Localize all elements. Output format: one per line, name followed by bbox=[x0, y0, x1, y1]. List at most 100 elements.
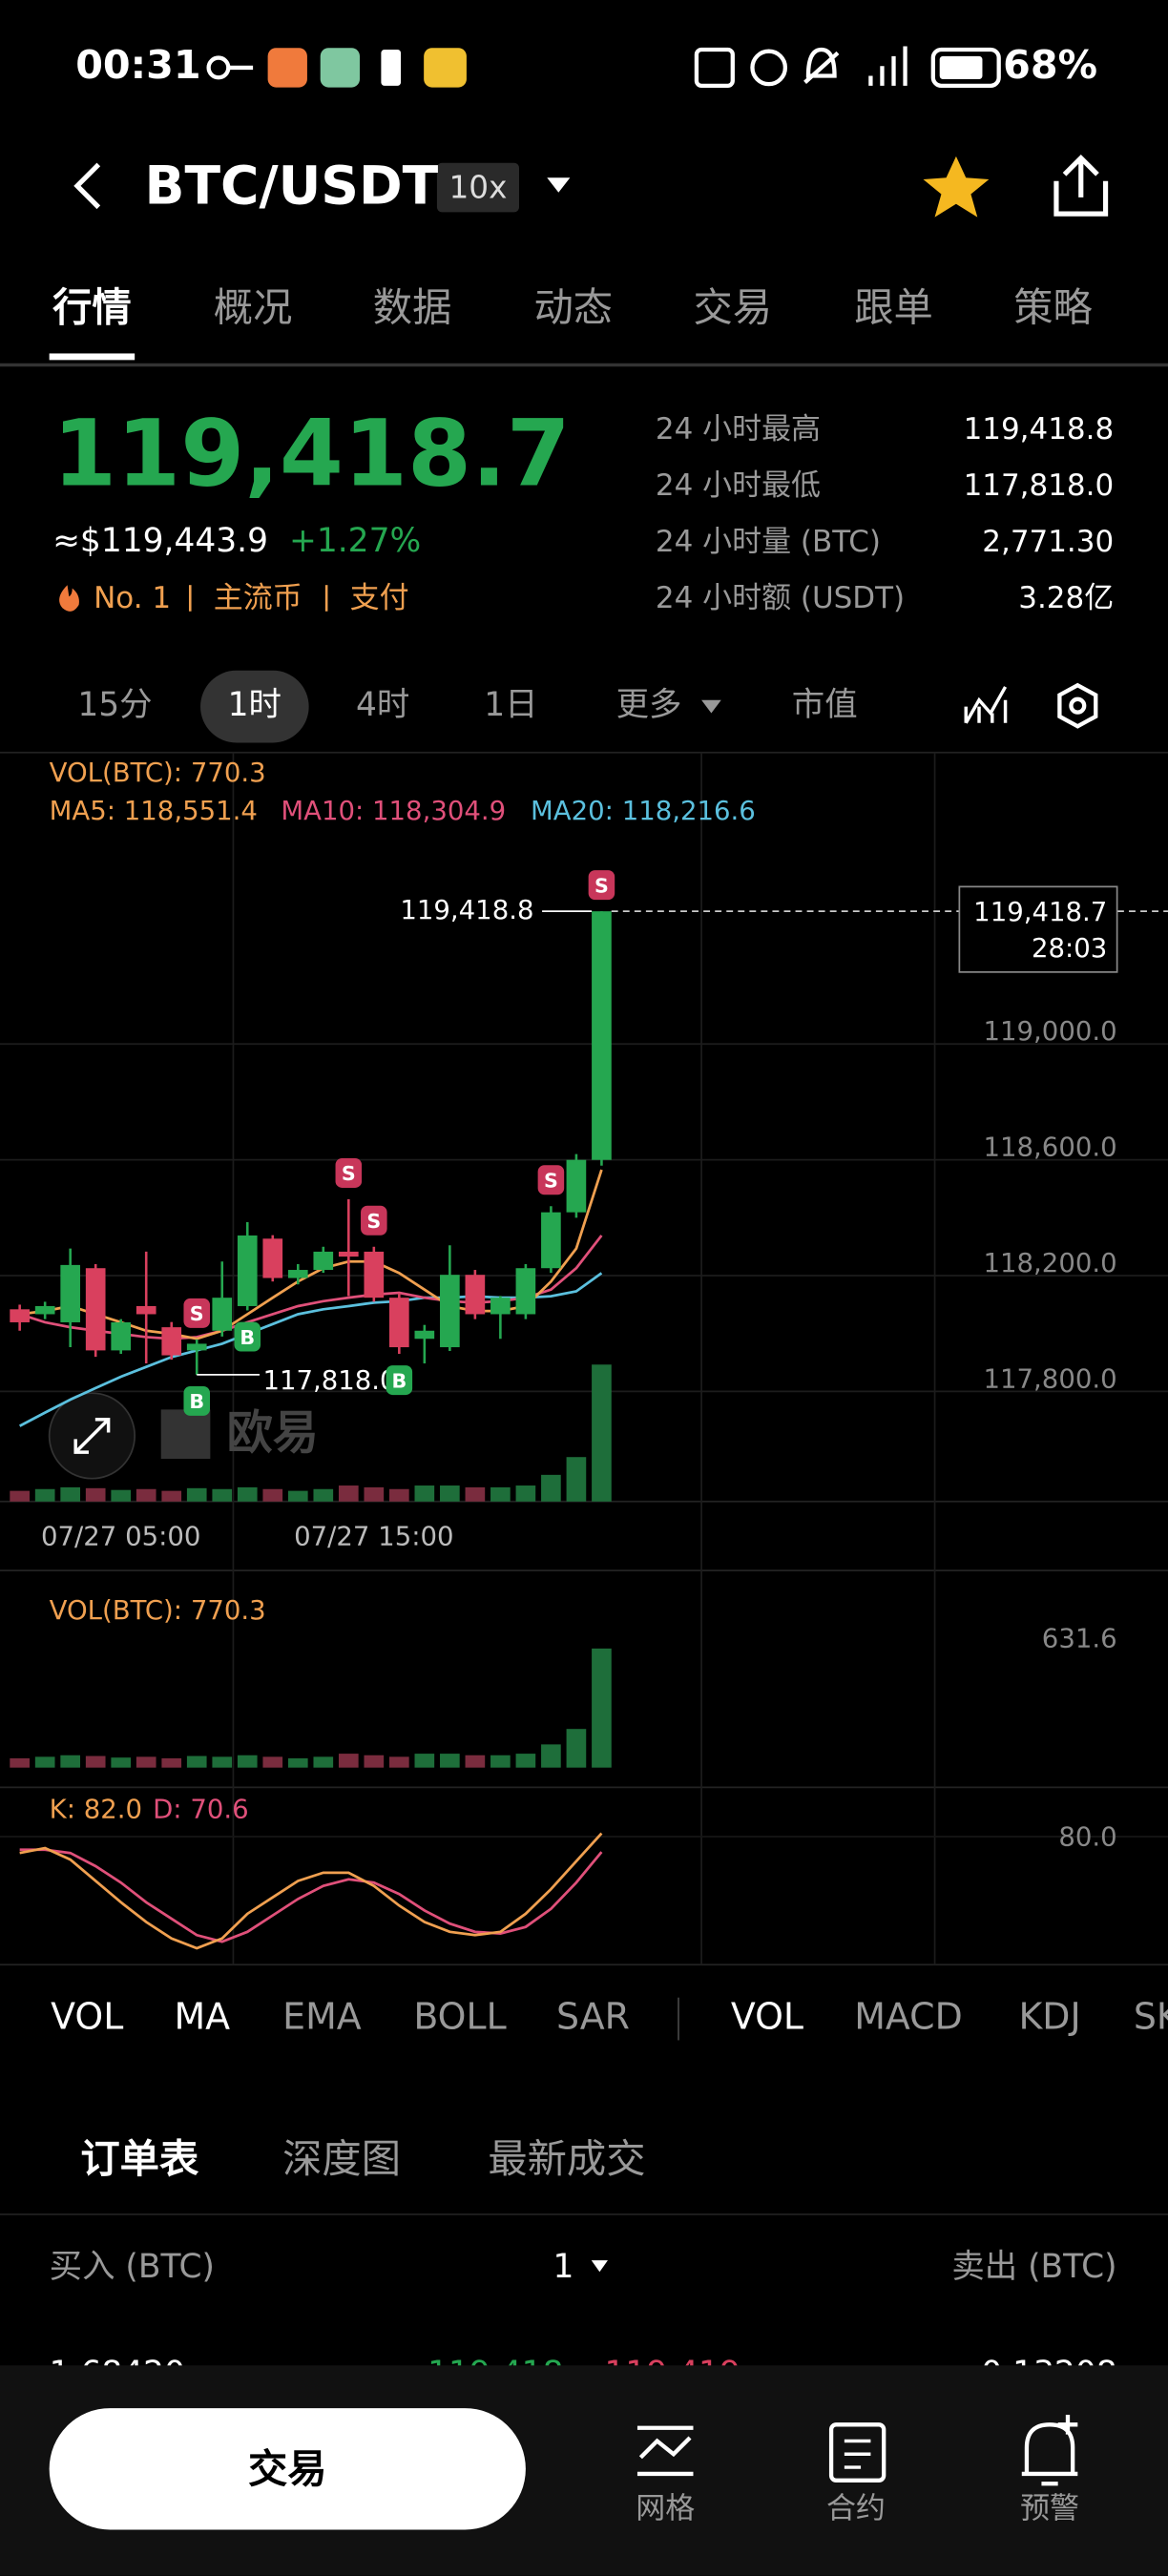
volume-bar bbox=[592, 1648, 612, 1768]
dropdown-arrow[interactable] bbox=[701, 699, 721, 714]
y-tick-label: 117,800.0 bbox=[984, 1363, 1117, 1394]
alert-icon[interactable] bbox=[1021, 2414, 1078, 2486]
signal-marker bbox=[386, 1365, 413, 1396]
contract-icon[interactable] bbox=[844, 2439, 871, 2469]
orderbook-tab[interactable]: 订单表 bbox=[80, 2136, 199, 2182]
volume-bar bbox=[85, 1755, 106, 1768]
tab[interactable]: 交易 bbox=[693, 285, 772, 331]
tag: No. 1 bbox=[94, 581, 171, 615]
current-price: 119,418.7 bbox=[973, 897, 1107, 927]
volume-bar bbox=[389, 1488, 409, 1502]
signal-marker bbox=[183, 1298, 211, 1328]
stat-label: 24 小时最高 bbox=[656, 412, 821, 447]
volume-bar bbox=[364, 1486, 385, 1502]
interval[interactable]: 1时 bbox=[228, 686, 282, 724]
indicator-tab[interactable]: MACD bbox=[854, 1996, 963, 2038]
volume-bar bbox=[338, 1485, 359, 1502]
dropdown-arrow[interactable] bbox=[547, 177, 571, 193]
indicator-tab[interactable]: BOLL bbox=[413, 1996, 506, 2038]
volume-bar bbox=[364, 1755, 385, 1768]
dropdown-arrow[interactable] bbox=[591, 2260, 608, 2273]
volume-bar bbox=[566, 1457, 587, 1502]
favorite-star[interactable] bbox=[923, 156, 990, 218]
signal-marker bbox=[183, 1385, 211, 1416]
candle-body bbox=[364, 1251, 385, 1298]
stat-value: 119,418.8 bbox=[964, 412, 1115, 447]
watermark: 欧易 bbox=[227, 1406, 319, 1460]
d-line bbox=[19, 1848, 603, 1943]
pair-title: BTC/USDT bbox=[144, 155, 438, 216]
volume-bar bbox=[592, 1364, 612, 1502]
watermark-logo bbox=[160, 1409, 211, 1460]
indicator-icon[interactable] bbox=[964, 686, 1008, 724]
volume-bar bbox=[287, 1757, 308, 1768]
share-button[interactable] bbox=[1053, 154, 1109, 217]
indicator-tab[interactable]: SKDJ bbox=[1134, 1996, 1168, 2038]
settings-icon[interactable] bbox=[1069, 696, 1087, 715]
settings-icon[interactable] bbox=[1057, 682, 1098, 729]
nav-label[interactable]: 合约 bbox=[826, 2491, 886, 2525]
volume-bar bbox=[262, 1756, 283, 1768]
volume-bar bbox=[515, 1754, 536, 1768]
indicator-tab[interactable]: SAR bbox=[556, 1996, 630, 2038]
tab[interactable]: 策略 bbox=[1013, 285, 1093, 331]
status-time: 00:31 bbox=[75, 42, 200, 88]
y-tick-label: 118,600.0 bbox=[984, 1132, 1117, 1163]
tag: 支付 bbox=[350, 581, 409, 615]
candle-body bbox=[212, 1298, 233, 1331]
candle-body bbox=[313, 1251, 334, 1271]
tag-divider bbox=[188, 585, 192, 612]
last-price: 119,418.7 bbox=[52, 401, 571, 508]
interval-pill[interactable] bbox=[200, 670, 309, 743]
orderbook-tab[interactable]: 深度图 bbox=[282, 2136, 401, 2182]
candle-body bbox=[136, 1305, 156, 1315]
interval[interactable]: 更多 bbox=[616, 686, 682, 724]
header-icons bbox=[73, 154, 1109, 218]
tab[interactable]: 跟单 bbox=[854, 285, 933, 331]
back-button[interactable] bbox=[73, 162, 101, 210]
price-step[interactable]: 1 bbox=[553, 2248, 574, 2286]
x-tick-label: 07/27 15:00 bbox=[294, 1522, 453, 1552]
expand-icon[interactable] bbox=[73, 1418, 111, 1454]
candle-body bbox=[541, 1212, 561, 1269]
ma-legend: MA20: 118,216.6 bbox=[531, 796, 756, 826]
tab[interactable]: 动态 bbox=[534, 285, 614, 331]
candle-body bbox=[262, 1238, 283, 1278]
tab[interactable]: 行情 bbox=[52, 285, 132, 331]
indicator-tab[interactable]: KDJ bbox=[1018, 1996, 1080, 2038]
interval[interactable]: 1日 bbox=[484, 686, 537, 724]
volume-bar bbox=[440, 1754, 460, 1768]
indicator-tab[interactable]: MA bbox=[174, 1996, 230, 2038]
candle-body bbox=[111, 1321, 132, 1351]
signal-label: B bbox=[189, 1390, 204, 1413]
tab[interactable]: 概况 bbox=[214, 285, 293, 331]
volume-bar bbox=[389, 1756, 409, 1768]
indicator-tab[interactable]: VOL bbox=[51, 1996, 123, 2038]
volume-bar bbox=[338, 1754, 359, 1768]
leverage[interactable]: 10x bbox=[448, 169, 507, 205]
contract-icon[interactable] bbox=[828, 2422, 886, 2483]
low-label: 117,818.0 bbox=[262, 1365, 396, 1396]
nav-label[interactable]: 预警 bbox=[1020, 2491, 1079, 2525]
nav-label[interactable]: 网格 bbox=[636, 2491, 695, 2525]
indicator-tab[interactable]: VOL bbox=[731, 1996, 803, 2038]
interval[interactable]: 4时 bbox=[356, 686, 409, 724]
interval[interactable]: 15分 bbox=[77, 686, 152, 724]
indicator-tab[interactable]: EMA bbox=[282, 1996, 362, 2038]
x-tick-label: 07/27 05:00 bbox=[41, 1522, 200, 1552]
kd-tick-label: 80.0 bbox=[1058, 1822, 1116, 1853]
trade-button-label[interactable]: 交易 bbox=[248, 2446, 327, 2492]
battery: 68% bbox=[1003, 42, 1097, 88]
candle-body bbox=[287, 1270, 308, 1278]
trade-button[interactable] bbox=[49, 2408, 526, 2530]
volume-bar bbox=[490, 1755, 511, 1768]
tab[interactable]: 数据 bbox=[373, 285, 452, 331]
orderbook-tab[interactable]: 最新成交 bbox=[488, 2136, 645, 2182]
leverage-box[interactable] bbox=[436, 162, 519, 213]
interval[interactable]: 市值 bbox=[792, 686, 858, 724]
sub-volume-legend: VOL(BTC): 770.3 bbox=[50, 1595, 266, 1626]
volume-bar bbox=[212, 1488, 233, 1502]
grid-icon[interactable] bbox=[636, 2425, 694, 2477]
signal-marker bbox=[335, 1157, 363, 1188]
sub-volume-axis: 631.6 bbox=[1042, 1623, 1117, 1653]
